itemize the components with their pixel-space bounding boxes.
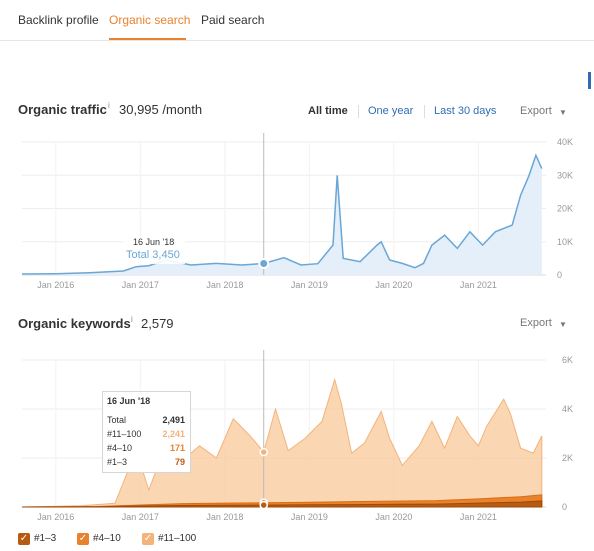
tooltip-row-total: Total 2,491	[107, 415, 185, 425]
traffic-x-tick-label: Jan 2021	[460, 280, 497, 290]
range-one-year-button[interactable]: One year	[368, 105, 414, 117]
tab-backlink-profile[interactable]: Backlink profile	[18, 13, 99, 27]
tooltip-label: #11–100	[107, 429, 142, 439]
tooltip-value: 2,241	[162, 429, 185, 439]
checkbox-4-10[interactable]: ✓	[77, 533, 89, 545]
keywords-x-tick-label: Jan 2018	[206, 512, 243, 522]
keywords-x-tick-label: Jan 2016	[37, 512, 74, 522]
tab-paid-search[interactable]: Paid search	[201, 13, 265, 27]
legend-label-1-3: #1–3	[34, 533, 57, 544]
tooltip-row-1-3: #1–3 79	[107, 457, 185, 467]
keywords-x-tick-label: Jan 2019	[291, 512, 328, 522]
traffic-tooltip-date: 16 Jun '18	[133, 237, 175, 247]
keywords-info-icon[interactable]: i	[131, 315, 133, 324]
tooltip-label: #1–3	[107, 457, 128, 467]
keywords-y-tick-label: 0	[562, 502, 567, 512]
tooltip-label: Total	[107, 415, 127, 425]
range-divider	[424, 105, 425, 118]
keywords-hover-dot	[259, 447, 268, 457]
traffic-info-icon[interactable]: i	[108, 101, 110, 110]
range-all-time-button[interactable]: All time	[308, 105, 348, 117]
keywords-hover-dot	[259, 500, 268, 510]
organic-traffic-title: Organic traffic	[18, 102, 107, 117]
keywords-y-tick-label: 6K	[562, 355, 573, 365]
traffic-y-tick-label: 30K	[557, 170, 573, 180]
traffic-tooltip-total: Total 3,450	[126, 249, 180, 261]
tooltip-value: 2,491	[162, 415, 185, 425]
tooltip-row-4-10: #4–10 171	[107, 443, 185, 453]
checkbox-11-100[interactable]: ✓	[142, 533, 154, 545]
chevron-down-icon[interactable]: ▼	[559, 108, 567, 117]
traffic-y-tick-label: 20K	[557, 204, 573, 214]
keywords-x-tick-label: Jan 2021	[460, 512, 497, 522]
range-last-30-days-button[interactable]: Last 30 days	[434, 105, 497, 117]
keywords-tooltip-date: 16 Jun '18	[107, 396, 151, 406]
keywords-y-tick-label: 2K	[562, 453, 573, 463]
keywords-export-button[interactable]: Export	[520, 317, 552, 329]
traffic-x-tick-label: Jan 2019	[291, 280, 328, 290]
keywords-x-tick-label: Jan 2020	[375, 512, 412, 522]
keywords-11-100-area	[21, 377, 543, 508]
keywords-x-tick-label: Jan 2017	[122, 512, 159, 522]
organic-traffic-chart: 40K 30K 20K 10K 0 Jan 2016 Jan 2017 Jan 2018 Jan…	[21, 133, 573, 290]
keywords-y-tick-label: 4K	[562, 404, 573, 414]
traffic-x-tick-label: Jan 2016	[37, 280, 74, 290]
traffic-hover-dot	[258, 258, 270, 270]
report-tabs: Backlink profile Organic search Paid sea…	[0, 0, 594, 41]
traffic-tooltip: 16 Jun '18 Total 3,450	[123, 236, 185, 264]
chevron-down-icon[interactable]: ▼	[559, 320, 567, 329]
traffic-export-button[interactable]: Export	[520, 105, 552, 117]
tab-organic-search[interactable]: Organic search	[109, 13, 191, 27]
traffic-y-tick-label: 0	[557, 270, 562, 280]
keywords-tooltip: 16 Jun '18 Total 2,491 #11–100 2,241 #4–…	[102, 391, 191, 473]
tooltip-row-11-100: #11–100 2,241	[107, 429, 185, 439]
traffic-x-tick-label: Jan 2017	[122, 280, 159, 290]
scroll-marker	[588, 72, 591, 89]
traffic-area	[22, 155, 542, 275]
traffic-x-tick-label: Jan 2020	[375, 280, 412, 290]
tooltip-label: #4–10	[107, 443, 133, 453]
organic-traffic-value: 30,995 /month	[119, 102, 203, 117]
keywords-1-3-area	[21, 500, 543, 508]
tooltip-value: 171	[169, 443, 185, 453]
traffic-x-tick-label: Jan 2018	[206, 280, 243, 290]
organic-keywords-title: Organic keywords	[18, 316, 131, 331]
traffic-y-tick-label: 40K	[557, 137, 573, 147]
checkbox-1-3[interactable]: ✓	[18, 533, 30, 545]
traffic-y-tick-label: 10K	[557, 237, 573, 247]
organic-keywords-value: 2,579	[141, 316, 174, 331]
tooltip-value: 79	[174, 457, 185, 467]
active-tab-underline	[109, 38, 186, 40]
legend-label-4-10: #4–10	[93, 533, 121, 544]
legend-label-11-100: #11–100	[158, 533, 197, 544]
range-divider	[358, 105, 359, 118]
